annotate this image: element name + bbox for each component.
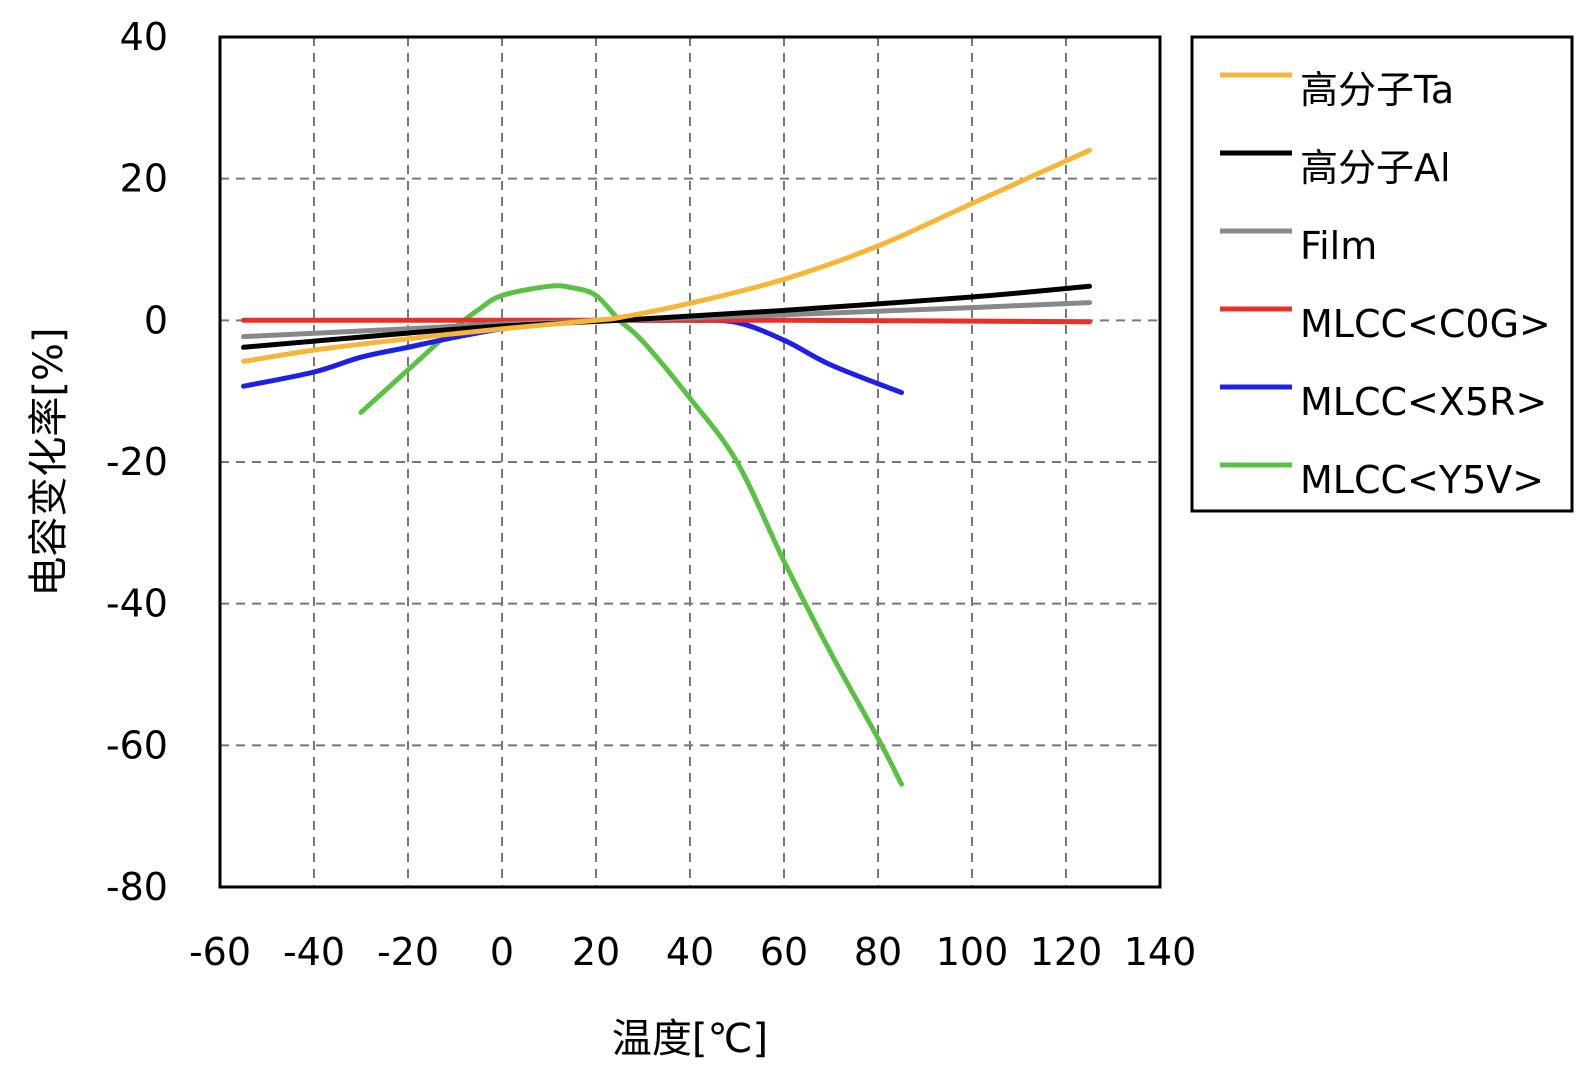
legend-box	[1190, 35, 1574, 513]
x-tick-label: 80	[854, 930, 902, 974]
y-tick-label: -60	[106, 723, 168, 767]
x-tick-label: 20	[572, 930, 620, 974]
legend-label: MLCC<Y5V>	[1300, 458, 1544, 502]
legend-items: 高分子Ta 高分子Al Film MLCC<C0G> MLCC<X5R> MLCC<Y5V…	[1220, 68, 1551, 502]
y-axis-title: 电容变化率[%]	[26, 327, 72, 596]
legend-label: MLCC<C0G>	[1300, 302, 1551, 346]
x-tick-label: 40	[666, 930, 714, 974]
y-tick-label: 0	[144, 298, 168, 342]
x-axis-title: 温度[℃]	[612, 1016, 768, 1062]
x-tick-label: 140	[1124, 930, 1197, 974]
legend-label: 高分子Ta	[1300, 68, 1454, 112]
plot-area-frame	[218, 35, 1162, 889]
x-tick-label: -60	[189, 930, 251, 974]
x-tick-label: -40	[283, 930, 345, 974]
x-tick-label: 0	[490, 930, 514, 974]
y-tick-label: -40	[106, 582, 168, 626]
y-axis-tick-labels: 40 20 0 -20 -40 -60 -80	[106, 15, 168, 909]
y-tick-label: 20	[120, 157, 168, 201]
x-axis-tick-labels: -60 -40 -20 0 20 40 60 80 100 120 140	[189, 930, 1196, 974]
legend-label: 高分子Al	[1300, 146, 1451, 190]
x-tick-label: 120	[1030, 930, 1103, 974]
y-tick-label: 40	[120, 15, 168, 59]
grid-lines	[220, 37, 1160, 887]
x-tick-label: -20	[377, 930, 439, 974]
legend-label: Film	[1300, 224, 1377, 268]
legend-label: MLCC<X5R>	[1300, 380, 1547, 424]
series-line-ta	[241, 147, 1092, 364]
y-tick-label: -20	[106, 440, 168, 484]
y-tick-label: -80	[106, 865, 168, 909]
x-tick-label: 100	[936, 930, 1009, 974]
legend: 高分子Ta 高分子Al Film MLCC<C0G> MLCC<X5R> MLCC<Y5V…	[1190, 35, 1574, 513]
x-tick-label: 60	[760, 930, 808, 974]
series-line-al	[241, 283, 1092, 350]
series-lines	[241, 147, 1092, 787]
